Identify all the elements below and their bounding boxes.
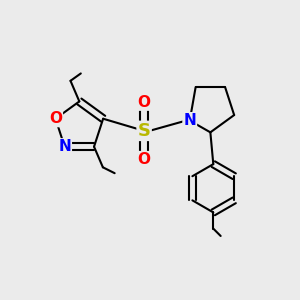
Text: O: O [138,95,151,110]
Text: O: O [138,152,151,167]
Text: N: N [58,139,71,154]
Text: N: N [183,113,196,128]
Text: S: S [138,122,151,140]
Text: O: O [49,111,62,126]
